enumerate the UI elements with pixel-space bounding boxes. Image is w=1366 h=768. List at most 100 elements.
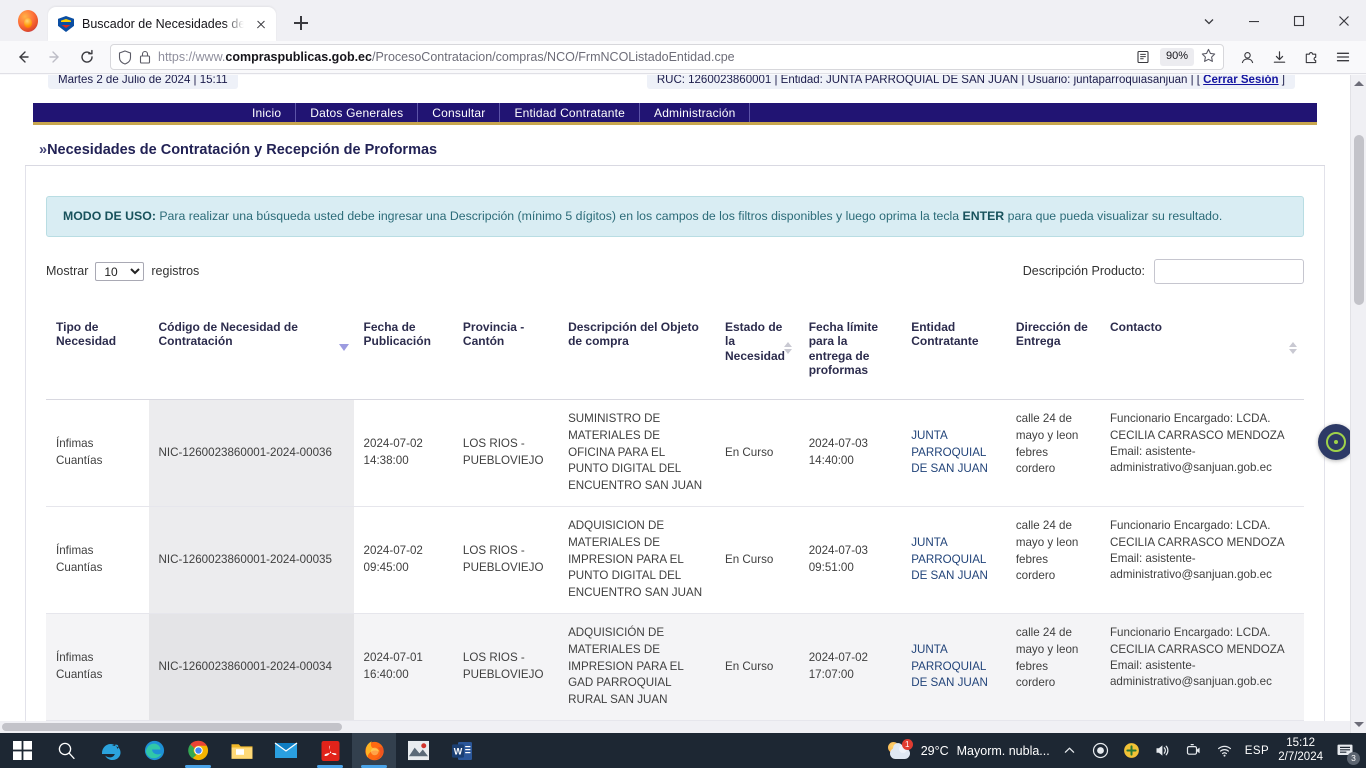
- table-body: Ínfimas Cuantías NIC-1260023860001-2024-…: [46, 399, 1304, 733]
- table-row[interactable]: Ínfimas Cuantías NIC-1260023860001-2024-…: [46, 506, 1304, 615]
- weather-widget[interactable]: 1 29°C Mayorm. nubla...: [881, 738, 1050, 762]
- tab-title: Buscador de Necesidades de Co: [82, 17, 244, 31]
- accessibility-widget-button[interactable]: [1318, 424, 1354, 460]
- edge-button[interactable]: [132, 733, 176, 768]
- app-button[interactable]: [396, 733, 440, 768]
- list-all-tabs-button[interactable]: [1186, 0, 1231, 41]
- sort-desc-icon: [338, 341, 349, 355]
- menu-item-datos-generales[interactable]: Datos Generales: [296, 103, 419, 122]
- alert-strong-label: MODO DE USO:: [63, 209, 156, 223]
- volume-button[interactable]: [1152, 740, 1174, 762]
- chrome-button[interactable]: [176, 733, 220, 768]
- menu-item-entidad-contratante[interactable]: Entidad Contratante: [500, 103, 640, 122]
- session-ruc-text: RUC: 1260023860001 | Entidad: JUNTA PARR…: [656, 75, 1200, 86]
- taskbar-apps: W: [0, 733, 484, 768]
- mail-button[interactable]: [264, 733, 308, 768]
- cell-entidad[interactable]: JUNTA PARROQUIAL DE SAN JUAN: [901, 506, 1006, 615]
- cell-tipo: Ínfimas Cuantías: [46, 613, 149, 722]
- word-button[interactable]: W: [440, 733, 484, 768]
- entidad-link[interactable]: JUNTA PARROQUIAL DE SAN JUAN: [911, 428, 988, 476]
- column-fecha-limite[interactable]: Fecha límite para la entrega de proforma…: [798, 297, 902, 401]
- entidad-link[interactable]: JUNTA PARROQUIAL DE SAN JUAN: [911, 535, 988, 583]
- table-row[interactable]: Ínfimas Cuantías NIC-1260023860001-2024-…: [46, 399, 1304, 508]
- column-descripcion-objeto[interactable]: Descripción del Objeto de compra: [558, 297, 715, 401]
- back-button[interactable]: [8, 43, 38, 71]
- notifications-button[interactable]: 3: [1332, 739, 1360, 765]
- acrobat-button[interactable]: [308, 733, 352, 768]
- forward-button[interactable]: [40, 43, 70, 71]
- firefox-button[interactable]: [352, 733, 396, 768]
- edge-icon: [144, 740, 164, 761]
- close-icon[interactable]: [252, 15, 270, 33]
- bookmark-button[interactable]: [1201, 48, 1216, 66]
- address-bar[interactable]: https://www.compraspublicas.gob.ec/Proce…: [110, 44, 1224, 70]
- vertical-scrollbar-thumb[interactable]: [1354, 135, 1364, 305]
- ecuador-shield-icon: [58, 16, 74, 32]
- cell-contacto: Funcionario Encargado: LCDA. CECILIA CAR…: [1099, 506, 1304, 615]
- recording-indicator[interactable]: [1090, 740, 1112, 762]
- acrobat-icon: [321, 740, 339, 761]
- reload-button[interactable]: [72, 43, 102, 71]
- column-contacto[interactable]: Contacto: [1099, 297, 1304, 401]
- alert-text-1: Para realizar una búsqueda usted debe in…: [155, 209, 963, 223]
- alert-strong-2: ENTER: [962, 209, 1005, 223]
- menu-item-consultar[interactable]: Consultar: [418, 103, 501, 122]
- plus-circle-icon: [1124, 743, 1140, 758]
- column-direccion-entrega[interactable]: Dirección de Entrega: [1005, 297, 1100, 401]
- menu-item-administracion[interactable]: Administración: [640, 103, 751, 122]
- firefox-logo-icon: [14, 7, 42, 35]
- account-button[interactable]: [1232, 43, 1262, 71]
- update-button[interactable]: [1121, 740, 1143, 762]
- column-provincia-canton[interactable]: Provincia - Cantón: [452, 297, 559, 401]
- main-menu-bar: Inicio Datos Generales Consultar Entidad…: [33, 103, 1317, 125]
- cell-descripcion: ADQUISICION DE MATERIALES DE IMPRESION P…: [558, 506, 715, 615]
- cell-direccion: calle 24 de mayo y leon febres cordero: [1005, 506, 1100, 615]
- column-tipo-necesidad[interactable]: Tipo de Necesidad: [46, 297, 149, 401]
- logout-link[interactable]: Cerrar Sesión: [1203, 75, 1279, 86]
- scroll-up-icon[interactable]: [1354, 81, 1364, 86]
- vertical-scrollbar[interactable]: [1350, 75, 1366, 733]
- extensions-button[interactable]: [1296, 43, 1326, 71]
- browser-tab[interactable]: Buscador de Necesidades de Co: [48, 7, 276, 41]
- show-hidden-icons-button[interactable]: [1059, 740, 1081, 762]
- downloads-button[interactable]: [1264, 43, 1294, 71]
- cell-provincia-canton: LOS RIOS - PUEBLOVIEJO: [452, 613, 559, 722]
- horizontal-scrollbar[interactable]: [0, 721, 1350, 733]
- page-size-control: Mostrar 10 25 50 100 registros: [46, 261, 199, 281]
- table-row[interactable]: Ínfimas Cuantías NIC-1260023860001-2024-…: [46, 613, 1304, 722]
- menu-button[interactable]: [1328, 43, 1358, 71]
- cell-entidad[interactable]: JUNTA PARROQUIAL DE SAN JUAN: [901, 399, 1006, 508]
- new-tab-button[interactable]: [286, 8, 316, 38]
- column-entidad-contratante[interactable]: Entidad Contratante: [901, 297, 1006, 401]
- start-button[interactable]: [0, 733, 44, 768]
- entidad-link[interactable]: JUNTA PARROQUIAL DE SAN JUAN: [911, 642, 988, 690]
- maximize-icon: [1293, 15, 1304, 26]
- file-explorer-button[interactable]: [220, 733, 264, 768]
- reader-view-button[interactable]: [1133, 43, 1153, 71]
- language-indicator[interactable]: ESP: [1244, 744, 1270, 757]
- descripcion-producto-input[interactable]: [1154, 258, 1304, 284]
- horizontal-scrollbar-thumb[interactable]: [2, 723, 342, 731]
- camera-button[interactable]: [1183, 740, 1205, 762]
- column-codigo-necesidad[interactable]: Código de Necesidad de Contratación: [148, 297, 354, 401]
- minimize-button[interactable]: [1231, 0, 1276, 41]
- folder-icon: [231, 743, 253, 759]
- maximize-button[interactable]: [1276, 0, 1321, 41]
- internet-explorer-button[interactable]: [88, 733, 132, 768]
- speaker-icon: [1156, 745, 1169, 756]
- menu-item-inicio[interactable]: Inicio: [238, 103, 297, 122]
- page-size-select[interactable]: 10 25 50 100: [95, 261, 145, 281]
- column-estado-necesidad[interactable]: Estado de la Necesidad: [714, 297, 799, 401]
- cell-codigo: NIC-1260023860001-2024-00035: [148, 506, 354, 615]
- zoom-level-badge[interactable]: 90%: [1159, 48, 1194, 66]
- taskbar-clock[interactable]: 15:12 2/7/2024: [1278, 737, 1323, 765]
- wifi-button[interactable]: [1214, 740, 1236, 762]
- column-fecha-publicacion[interactable]: Fecha de Publicación: [353, 297, 453, 401]
- close-window-button[interactable]: [1321, 0, 1366, 41]
- cell-fecha-limite: 2024-07-02 17:07:00: [798, 613, 902, 722]
- scroll-down-icon[interactable]: [1354, 722, 1364, 727]
- cell-entidad[interactable]: JUNTA PARROQUIAL DE SAN JUAN: [901, 613, 1006, 722]
- cell-estado: En Curso: [714, 613, 799, 722]
- search-button[interactable]: [44, 733, 88, 768]
- accessibility-icon: [1326, 432, 1346, 452]
